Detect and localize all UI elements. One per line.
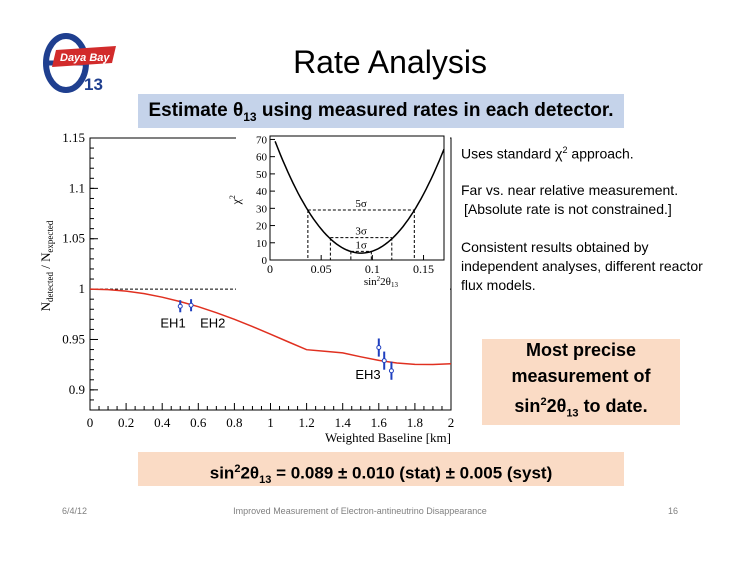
sigma-label: 3σ: [355, 226, 367, 238]
y-tick-label: 0.9: [69, 382, 85, 397]
inset-y-tick-label: 50: [256, 169, 268, 181]
note-chi2-sup: 2: [562, 145, 568, 155]
footer-page-number: 16: [668, 506, 679, 516]
main-plot: 0 0.2 0.4 0.6 0.8 1 1.2 1.4 1.6 1.8 2 0.9 0.95 1 1.05 1…: [38, 130, 455, 445]
y-tick-label: 0.95: [62, 331, 85, 346]
x-tick-label: 1.6: [371, 415, 388, 430]
precise-line1: Most precise: [525, 340, 637, 361]
site-label-eh2: EH2: [200, 315, 225, 330]
ylabel-n: N: [38, 301, 53, 311]
precise-sin: sin: [514, 396, 541, 417]
y-tick-label: 1: [79, 281, 86, 296]
y-tick-label: 1.1: [69, 180, 85, 195]
note-chi2: Uses standard χ2 approach.: [461, 141, 634, 164]
oscillation-curve: [89, 288, 452, 366]
precise-line3: sin22θ13 to date.: [482, 389, 680, 427]
inset-ylabel-part: χ: [229, 198, 243, 205]
x-tick-label: 1.8: [407, 415, 423, 430]
inset-x-tick-label: 0.1: [365, 262, 380, 276]
x-tick-label: 0.4: [154, 415, 171, 430]
x-tick-label: 1.4: [335, 415, 352, 430]
inset-x-tick-label: 0: [267, 262, 273, 276]
precise-sub: 13: [566, 407, 579, 420]
daya-bay-logo: Daya Bay 13: [38, 30, 118, 96]
estimate-post: using measured rates in each detector.: [256, 100, 614, 121]
inset-x-axis-label: sin22θ13: [364, 275, 399, 289]
inset-y-axis-label: χ2: [228, 195, 243, 205]
inset-xlabel-part: 2: [377, 275, 381, 283]
inset-y-tick-label: 0: [262, 255, 268, 267]
note-relative: Far vs. near relative measurement. [Abso…: [461, 181, 721, 219]
note-relative-line1: Far vs. near relative measurement.: [461, 182, 679, 198]
sigma-label: 5σ: [355, 198, 367, 210]
precise-sup: 2: [540, 396, 547, 409]
ylabel-sub-expected: expected: [45, 220, 55, 252]
x-tick-label: 0.8: [226, 415, 242, 430]
precise-line2: measurement of: [511, 366, 651, 387]
ylabel-slash: / N: [38, 252, 53, 272]
data-point: [177, 303, 183, 309]
estimate-sub: 13: [243, 109, 257, 124]
result-sub: 13: [259, 474, 272, 487]
x-tick-label: 0.2: [118, 415, 134, 430]
footer-date: 6/4/12: [62, 506, 88, 516]
inset-y-tick-label: 70: [256, 134, 268, 146]
inset-y-tick-label: 20: [256, 221, 268, 233]
inset-y-tick-label: 10: [256, 238, 268, 250]
logo-banner: [52, 46, 116, 67]
precise-tail: to date.: [578, 396, 648, 417]
inset-x-tick-label: 0.05: [311, 262, 332, 276]
data-point: [381, 358, 387, 364]
slide-title: Rate Analysis: [293, 44, 487, 80]
x-tick-label: 1: [267, 415, 274, 430]
inset-xlabel-part: sin: [364, 276, 377, 288]
inset-xlabel-part: 2θ: [380, 276, 391, 288]
inset-xlabel-part: 13: [391, 281, 399, 289]
ylabel-sub-detected: detected: [45, 272, 55, 302]
inset-frame: [269, 135, 445, 261]
note-relative-line2: [Absolute rate is not constrained.]: [464, 201, 672, 217]
inset-ylabel-part: 2: [228, 195, 237, 199]
data-point: [376, 345, 382, 351]
inset-y-tick-label: 60: [256, 152, 268, 164]
inset-x-tick-label: 0.15: [413, 262, 434, 276]
x-tick-label: 1.2: [298, 415, 314, 430]
result-value: = 0.089 ± 0.010 (stat) ± 0.005 (syst): [271, 463, 553, 483]
site-label-eh3: EH3: [355, 367, 380, 382]
result-theta: 2θ: [240, 463, 260, 483]
y-tick-label: 1.05: [62, 231, 85, 246]
result-sin: sin: [209, 463, 235, 483]
data-point: [388, 368, 394, 374]
logo-subscript: 13: [84, 75, 103, 94]
inset-y-tick-label: 30: [256, 203, 268, 215]
x-tick-label: 0.6: [190, 415, 207, 430]
note-consistent: Consistent results obtained by independe…: [461, 239, 703, 293]
y-axis-label: Ndetected / Nexpected: [38, 220, 55, 311]
precise-box: Most precise measurement of sin22θ13 to …: [482, 339, 680, 425]
note-chi2-post: approach.: [567, 145, 634, 162]
note-chi2-pre: Uses standard χ: [461, 145, 563, 162]
x-tick-label: 0: [87, 415, 94, 430]
result-box: sin22θ13 = 0.089 ± 0.010 (stat) ± 0.005 …: [138, 452, 624, 486]
result-sup: 2: [234, 463, 241, 475]
x-tick-label: 2: [448, 415, 455, 430]
footer-text: Improved Measurement of Electron-antineu…: [233, 506, 487, 516]
chi2-curve: [274, 141, 445, 254]
site-label-eh1: EH1: [160, 315, 185, 330]
estimate-pre: Estimate θ: [148, 100, 244, 121]
inset-y-tick-label: 40: [256, 186, 268, 198]
estimate-banner: Estimate θ13 using measured rates in eac…: [138, 94, 624, 128]
precise-theta: 2θ: [546, 396, 567, 417]
data-point: [188, 302, 194, 308]
y-tick-label: 1.15: [62, 130, 85, 145]
logo-text: Daya Bay: [60, 52, 110, 64]
sigma-label: 1σ: [355, 239, 367, 251]
x-axis-label: Weighted Baseline [km]: [325, 430, 451, 445]
